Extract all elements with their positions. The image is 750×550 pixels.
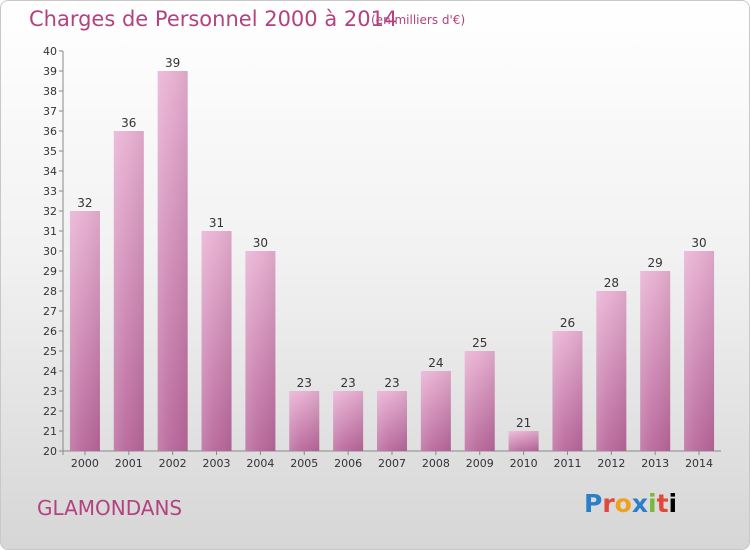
data-label-2001: 36 [121,116,136,130]
bar-sheen-2011 [552,331,583,451]
y-tick-label: 21 [43,425,57,438]
bar-sheen-2004 [245,251,276,451]
x-tick-label: 2011 [553,457,581,470]
bar-sheen-2002 [157,71,188,451]
bar-sheen-2013 [640,271,671,451]
y-tick-label: 28 [43,285,57,298]
y-tick-label: 33 [43,185,57,198]
x-tick-label: 2004 [246,457,274,470]
y-tick-label: 23 [43,385,57,398]
bar-sheen-2006 [333,391,364,451]
chart-subtitle: (en milliers d'€) [371,13,466,27]
chart-title: Charges de Personnel 2000 à 2014 [29,7,398,31]
bar-sheen-2007 [377,391,407,451]
bars [69,71,715,451]
y-tick-label: 39 [43,65,57,78]
x-tick-label: 2003 [203,457,231,470]
location-name: GLAMONDANS [37,496,183,520]
data-label-2003: 31 [209,216,224,230]
data-label-2000: 32 [77,196,92,210]
data-label-2007: 23 [384,376,399,390]
proxiti-logo: Proxiti [584,489,678,518]
y-tick-label: 36 [43,125,57,138]
data-label-2008: 24 [428,356,443,370]
bar-sheen-2014 [684,251,715,451]
x-tick-label: 2006 [334,457,362,470]
data-label-2002: 39 [165,56,180,70]
data-label-2005: 23 [297,376,312,390]
y-tick-label: 20 [43,445,57,458]
y-tick-label: 31 [43,225,57,238]
x-tick-label: 2009 [466,457,494,470]
data-label-2013: 29 [648,256,663,270]
bar-sheen-2000 [69,211,100,451]
y-tick-label: 25 [43,345,57,358]
y-tick-label: 40 [43,45,57,58]
x-tick-label: 2001 [115,457,143,470]
x-tick-label: 2013 [641,457,669,470]
y-tick-label: 26 [43,325,57,338]
bar-sheen-2001 [113,131,144,451]
x-tick-label: 2005 [290,457,318,470]
y-tick-label: 30 [43,245,57,258]
y-tick-label: 34 [43,165,57,178]
x-axis: 2000 2001 2002 2003 2004 2005 2006 2007 2008 2009… [63,450,721,470]
bar-sheen-2012 [596,291,627,451]
y-tick-label: 37 [43,105,57,118]
bar-sheen-2005 [289,391,320,451]
y-tick-label: 27 [43,305,57,318]
data-label-2012: 28 [604,276,619,290]
data-label-2004: 30 [253,236,268,250]
bar-sheen-2010 [508,431,539,451]
bar-sheen-2008 [420,371,451,451]
data-label-2009: 25 [472,336,487,350]
x-tick-label: 2014 [685,457,713,470]
data-labels: 32 36 39 31 30 23 23 23 24 25 21 26 28 29 30 [77,56,706,430]
data-label-2011: 26 [560,316,575,330]
y-tick-label: 35 [43,145,57,158]
y-tick-label: 22 [43,405,57,418]
y-axis: 20 21 22 23 24 25 26 27 28 29 30 31 32 33 34 35 36 37 38 39… [43,45,64,458]
bar-sheen-2009 [464,351,495,451]
x-tick-label: 2007 [378,457,406,470]
data-label-2010: 21 [516,416,531,430]
y-tick-label: 32 [43,205,57,218]
x-tick-label: 2002 [159,457,187,470]
data-label-2006: 23 [340,376,355,390]
x-tick-label: 2008 [422,457,450,470]
data-label-2014: 30 [691,236,706,250]
y-tick-label: 24 [43,365,57,378]
x-tick-label: 2010 [510,457,538,470]
x-tick-label: 2012 [597,457,625,470]
x-tick-label: 2000 [71,457,99,470]
bar-sheen-2003 [201,231,232,451]
y-tick-label: 29 [43,265,57,278]
y-tick-label: 38 [43,85,57,98]
